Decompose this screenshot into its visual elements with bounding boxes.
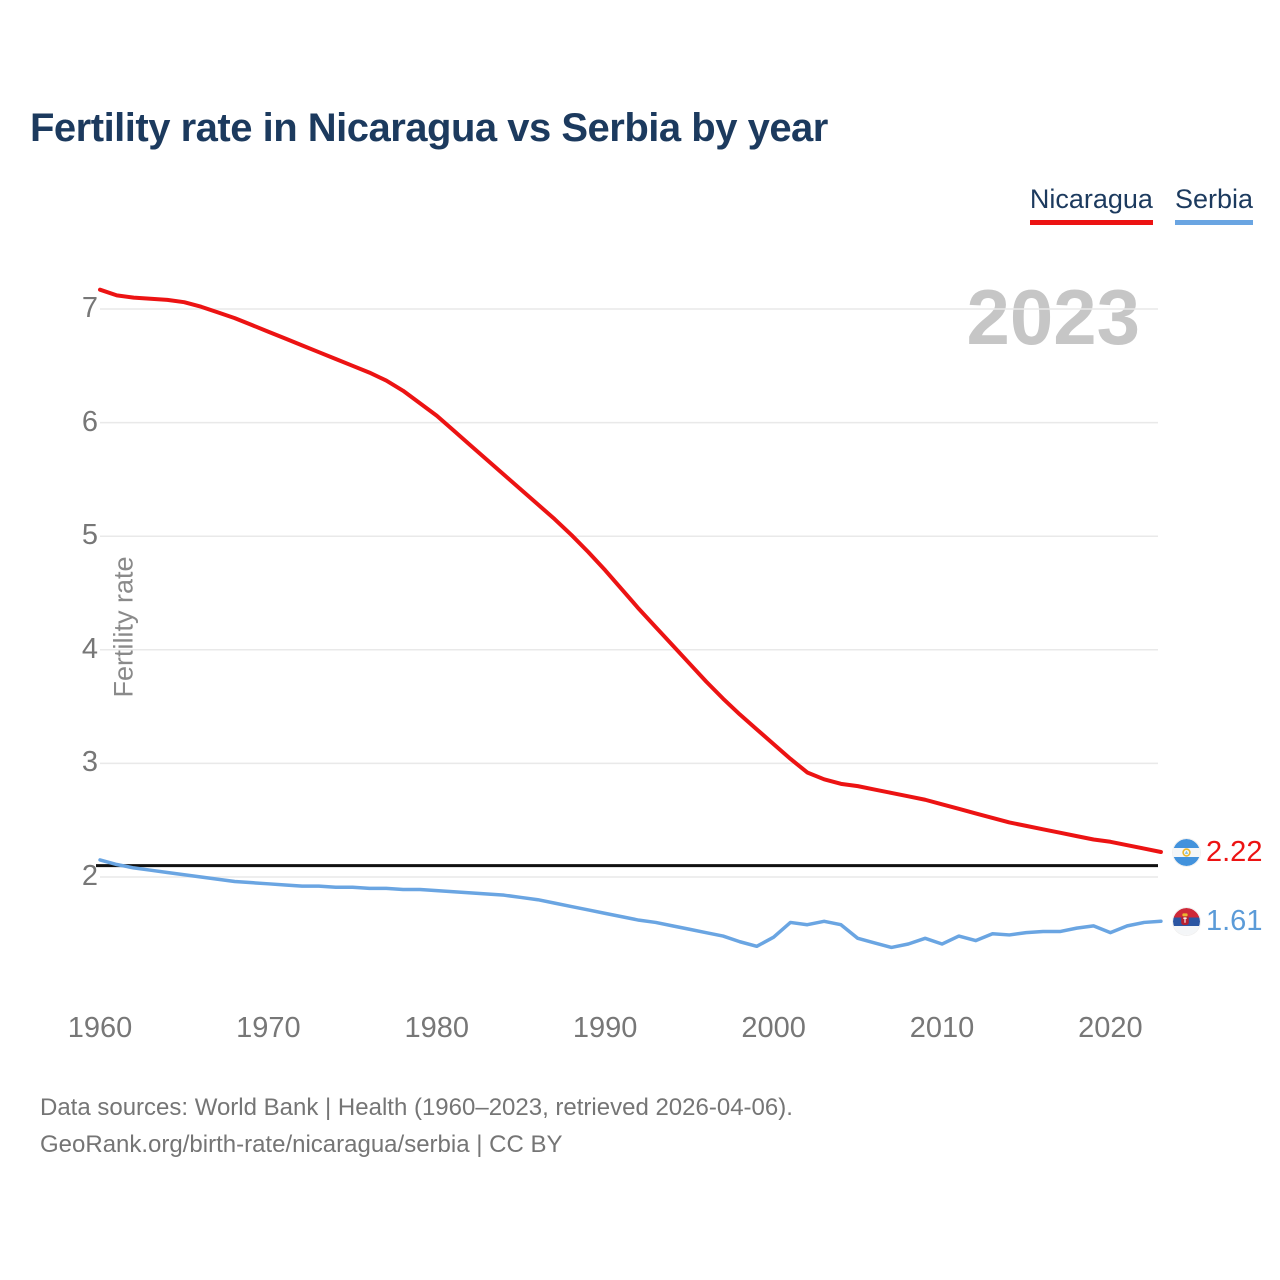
y-tick-label-4: 4 (81, 632, 98, 665)
y-tick-label-5: 5 (81, 519, 98, 552)
footer-source-line: Data sources: World Bank | Health (1960–… (40, 1094, 793, 1121)
legend: Nicaragua Serbia (1029, 184, 1253, 225)
page-title: Fertility rate in Nicaragua vs Serbia by… (30, 106, 828, 150)
nicaragua-flag-icon (1173, 838, 1200, 866)
serbia-flag-icon (1173, 907, 1200, 935)
nicaragua-line[interactable] (98, 287, 1163, 855)
serbia-line[interactable] (98, 858, 1163, 950)
x-tick-label-1970: 1970 (236, 1012, 301, 1044)
legend-item-serbia[interactable]: Serbia (1174, 184, 1253, 225)
footer: Data sources: World Bank | Health (1960–… (40, 1089, 793, 1163)
x-tick-label-1990: 1990 (572, 1012, 638, 1044)
y-tick-label-2: 2 (81, 860, 98, 892)
x-tick-label-2000: 2000 (741, 1012, 806, 1044)
footer-attribution-line: GeoRank.org/birth-rate/nicaragua/serbia … (40, 1131, 563, 1158)
y-tick-label-3: 3 (81, 746, 98, 779)
x-tick-label-1960: 1960 (67, 1012, 133, 1044)
year-watermark: 2023 (966, 273, 1140, 361)
serbia-end-value: 1.61 (1206, 905, 1263, 938)
y-tick-label-7: 7 (81, 292, 98, 324)
gridlines (100, 308, 1158, 878)
legend-item-nicaragua[interactable]: Nicaragua (1029, 184, 1153, 225)
x-tick-label-2010: 2010 (909, 1012, 975, 1044)
x-tick-label-2020: 2020 (1078, 1012, 1143, 1044)
y-tick-label-6: 6 (81, 405, 98, 438)
nicaragua-end-value: 2.22 (1206, 836, 1263, 868)
x-tick-label-1980: 1980 (404, 1012, 470, 1044)
